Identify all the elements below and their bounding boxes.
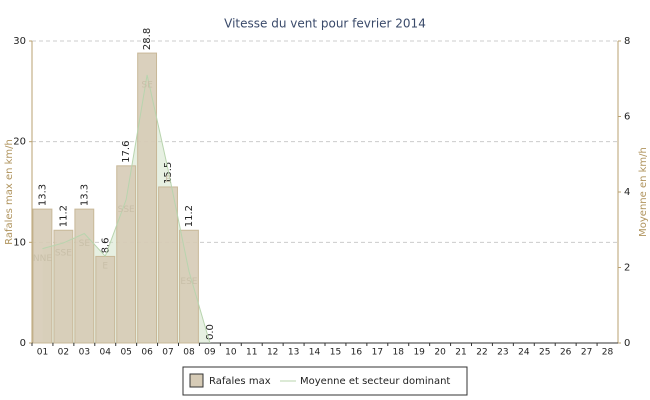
x-tick-label: 18 <box>393 348 405 358</box>
direction-label: SSE <box>118 205 135 215</box>
direction-label: SE <box>79 239 91 249</box>
value-label: 13.3 <box>79 184 90 206</box>
x-tick-label: 08 <box>183 348 195 358</box>
x-tick-label: 24 <box>518 348 530 358</box>
direction-label: SE <box>141 80 153 90</box>
x-tick-label: 07 <box>162 348 173 358</box>
average-line <box>42 74 211 344</box>
bar <box>158 186 178 344</box>
bar <box>32 208 53 344</box>
y-tick-label: 20 <box>13 137 26 148</box>
direction-label: E <box>165 175 171 185</box>
x-tick-label: 23 <box>497 348 508 358</box>
y-axis-label: Rafales max en km/h <box>4 139 15 245</box>
direction-label: NNE <box>33 254 52 264</box>
value-label: 17.6 <box>121 141 132 163</box>
value-label: 13.3 <box>37 184 48 206</box>
direction-label: E <box>102 262 108 272</box>
x-tick-label: 09 <box>204 348 216 358</box>
x-tick-label: 14 <box>309 348 321 358</box>
legend-label: Rafales max <box>209 376 271 387</box>
y-tick-label: 10 <box>13 237 26 248</box>
x-tick-label: 11 <box>246 348 257 358</box>
value-label: 11.2 <box>184 205 195 227</box>
value-label: 28.8 <box>142 28 153 50</box>
x-tick-label: 04 <box>100 348 112 358</box>
x-tick-label: 03 <box>79 348 90 358</box>
value-label: 11.2 <box>58 205 69 227</box>
x-tick-label: 26 <box>560 348 572 358</box>
legend-label: Moyenne et secteur dominant <box>300 376 450 387</box>
y-tick-label: 0 <box>20 338 26 349</box>
x-tick-label: 22 <box>476 348 487 358</box>
y2-tick-label: 4 <box>624 187 630 198</box>
x-tick-label: 10 <box>225 348 237 358</box>
x-tick-label: 27 <box>581 348 592 358</box>
legend-swatch <box>189 373 204 388</box>
x-tick-label: 05 <box>120 348 131 358</box>
y-tick-label: 30 <box>13 36 26 47</box>
x-tick-label: 17 <box>372 348 383 358</box>
direction-label: ESE <box>180 277 197 287</box>
value-label: 0.0 <box>205 324 216 340</box>
bar <box>137 52 158 344</box>
y2-axis-label: Moyenne en km/h <box>638 147 649 237</box>
x-tick-label: 02 <box>58 348 69 358</box>
bar <box>116 165 137 344</box>
x-tick-label: 21 <box>455 348 466 358</box>
bar <box>53 229 74 344</box>
bar <box>74 208 95 344</box>
x-tick-label: 16 <box>351 348 363 358</box>
y2-tick-label: 2 <box>624 263 630 274</box>
chart-title: Vitesse du vent pour fevrier 2014 <box>224 17 426 31</box>
x-tick-label: 13 <box>288 348 299 358</box>
y2-tick-label: 6 <box>624 112 630 123</box>
x-tick-label: 15 <box>330 348 341 358</box>
x-tick-label: 19 <box>413 348 425 358</box>
value-label: 8.6 <box>100 238 111 254</box>
y2-tick-label: 8 <box>624 36 630 47</box>
x-tick-label: 06 <box>141 348 153 358</box>
y2-tick-label: 0 <box>624 338 630 349</box>
x-tick-label: 28 <box>602 348 614 358</box>
legend-box <box>182 366 468 396</box>
x-tick-label: 01 <box>37 348 48 358</box>
x-tick-label: 12 <box>267 348 278 358</box>
x-tick-label: 20 <box>434 348 446 358</box>
x-tick-label: 25 <box>539 348 550 358</box>
direction-label: SSE <box>55 248 72 258</box>
bar <box>179 229 199 344</box>
